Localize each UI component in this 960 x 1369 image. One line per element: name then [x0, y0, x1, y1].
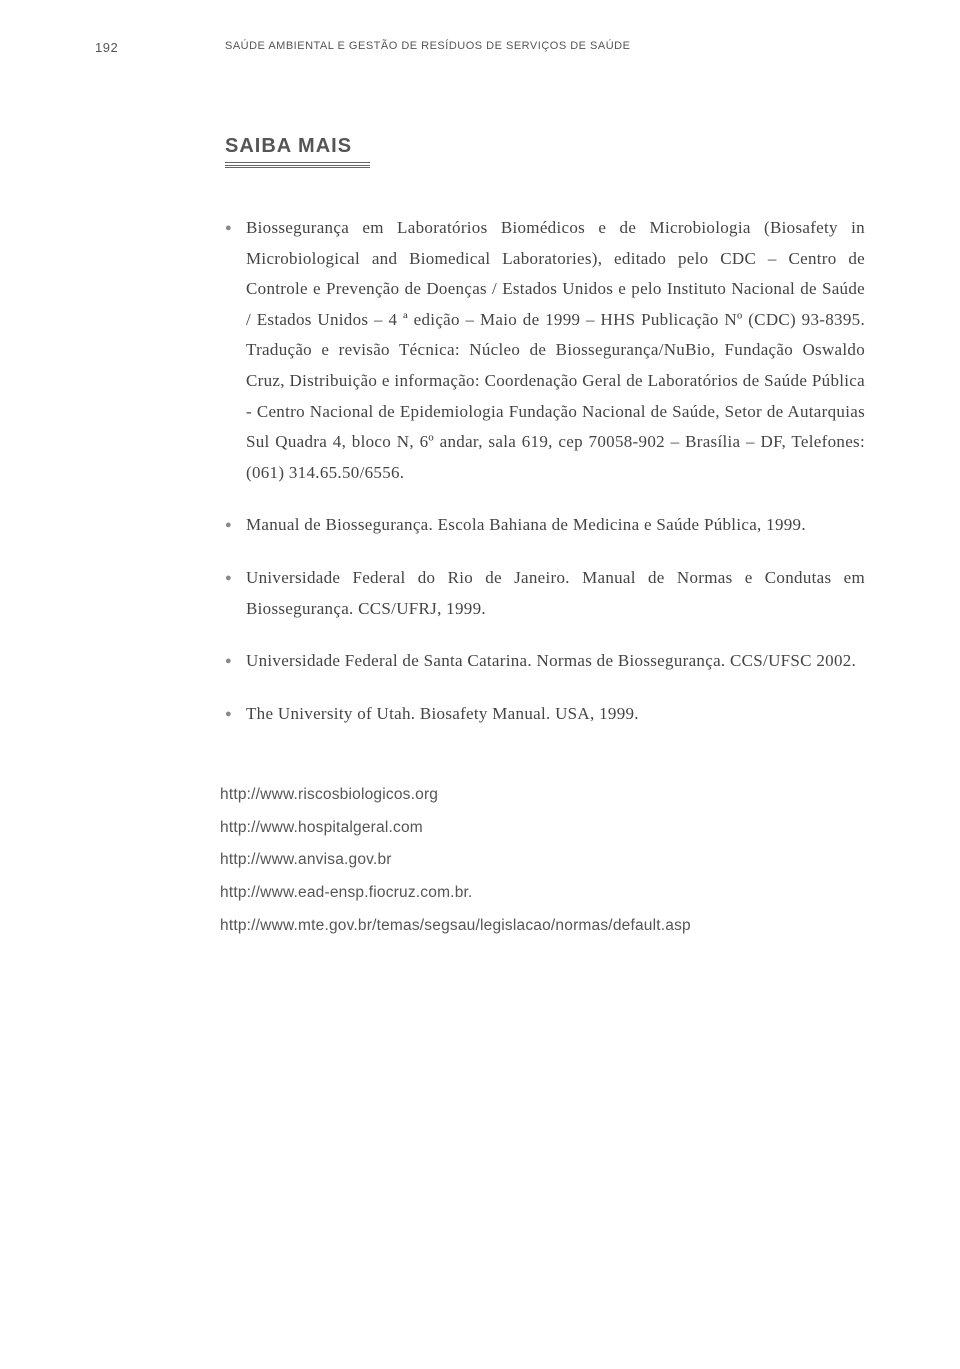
section-title: SAIBA MAIS: [225, 135, 865, 158]
links-block: http://www.riscosbiologicos.org http://w…: [220, 779, 865, 942]
link-text: http://www.ead-ensp.fiocruz.com.br.: [220, 877, 865, 910]
list-item: Manual de Biossegurança. Escola Bahiana …: [246, 510, 865, 541]
link-text: http://www.hospitalgeral.com: [220, 812, 865, 845]
list-item: The University of Utah. Biosafety Manual…: [246, 699, 865, 730]
list-item: Biossegurança em Laboratórios Biomédicos…: [246, 213, 865, 488]
link-text: http://www.mte.gov.br/temas/segsau/legis…: [220, 910, 865, 943]
running-header: SAÚDE AMBIENTAL E GESTÃO DE RESÍDUOS DE …: [225, 40, 865, 52]
list-item: Universidade Federal de Santa Catarina. …: [246, 646, 865, 677]
list-item: Universidade Federal do Rio de Janeiro. …: [246, 563, 865, 624]
page-number: 192: [95, 40, 118, 55]
page-content: SAIBA MAIS Biossegurança em Laboratórios…: [225, 135, 865, 942]
link-text: http://www.anvisa.gov.br: [220, 844, 865, 877]
title-underline: [225, 162, 370, 168]
link-text: http://www.riscosbiologicos.org: [220, 779, 865, 812]
reference-list: Biossegurança em Laboratórios Biomédicos…: [225, 213, 865, 729]
